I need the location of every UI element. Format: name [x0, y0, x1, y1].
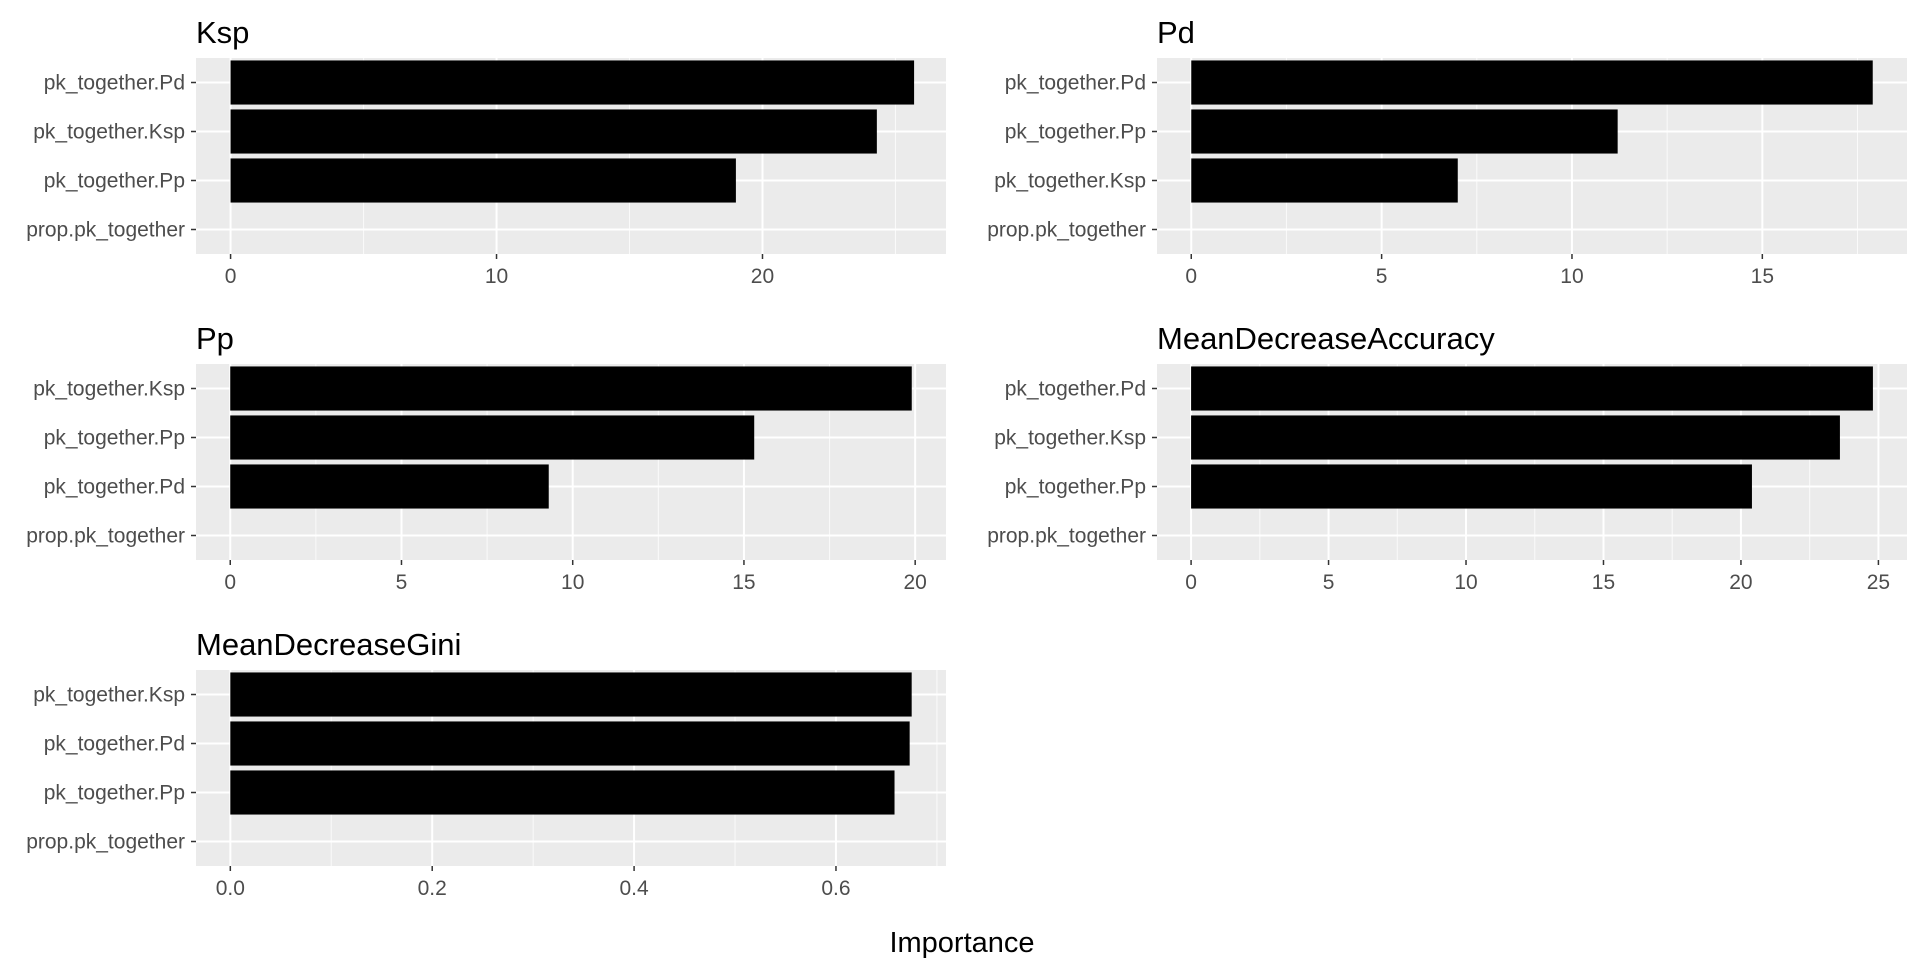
y-tick-label: pk_together.Pd: [44, 72, 185, 95]
panel-title: Pd: [1157, 15, 1195, 50]
y-tick-label: pk_together.Ksp: [33, 378, 185, 401]
y-tick-label: pk_together.Ksp: [994, 427, 1146, 450]
y-tick-label: pk_together.Ksp: [994, 170, 1146, 193]
x-tick-label: 0: [225, 265, 237, 288]
x-tick-label: 0: [1185, 265, 1197, 288]
panel-title: MeanDecreaseGini: [196, 627, 461, 662]
x-tick-label: 0.6: [821, 877, 850, 900]
x-tick-label: 15: [1592, 571, 1615, 594]
bar: [230, 109, 877, 154]
panel-title: MeanDecreaseAccuracy: [1157, 321, 1495, 356]
bar: [230, 721, 910, 766]
bar: [1191, 60, 1873, 105]
y-tick-label: pk_together.Pp: [1005, 476, 1146, 499]
bar: [1191, 415, 1840, 460]
y-tick-label: pk_together.Pd: [44, 733, 185, 756]
y-tick-label: prop.pk_together: [26, 525, 185, 548]
x-tick-label: 20: [903, 571, 926, 594]
x-tick-label: 15: [1751, 265, 1774, 288]
y-tick-label: pk_together.Pd: [1005, 72, 1146, 95]
bar: [1191, 464, 1752, 509]
x-tick-label: 0.2: [418, 877, 447, 900]
y-tick-label: pk_together.Pd: [44, 476, 185, 499]
bar: [230, 415, 755, 460]
x-axis-title: Importance: [889, 927, 1034, 959]
facet-panel: MeanDecreaseGini pk_together.Ksp pk_togeth…: [26, 627, 946, 900]
x-tick-label: 10: [485, 265, 508, 288]
bar: [230, 158, 736, 203]
panel-title: Ksp: [196, 15, 249, 50]
panel-title: Pp: [196, 321, 234, 356]
y-tick-label: prop.pk_together: [26, 831, 185, 854]
x-tick-label: 5: [1376, 265, 1388, 288]
x-tick-label: 5: [396, 571, 408, 594]
x-tick-label: 0.4: [619, 877, 649, 900]
facet-panel: Ksp pk_together.Pd pk_together.Ksp pk_toget…: [26, 15, 946, 288]
bar: [1191, 109, 1618, 154]
bar: [230, 770, 895, 815]
y-tick-label: pk_together.Pp: [44, 170, 185, 193]
x-tick-label: 15: [732, 571, 755, 594]
y-tick-label: pk_together.Pd: [1005, 378, 1146, 401]
facet-panel: Pp pk_together.Ksp pk_together.Pp pk_togeth…: [26, 321, 946, 594]
y-tick-label: pk_together.Ksp: [33, 684, 185, 707]
y-tick-label: prop.pk_together: [987, 219, 1146, 242]
bar: [230, 672, 912, 717]
y-tick-label: pk_together.Pp: [44, 782, 185, 805]
facet-panel: Pd pk_together.Pd pk_together.Pp pk_togethe…: [987, 15, 1907, 288]
bar: [1191, 158, 1458, 203]
x-tick-label: 0: [224, 571, 236, 594]
bar: [230, 464, 549, 509]
x-tick-label: 0: [1185, 571, 1197, 594]
x-tick-label: 5: [1323, 571, 1335, 594]
y-tick-label: pk_together.Pp: [1005, 121, 1146, 144]
y-tick-label: pk_together.Pp: [44, 427, 185, 450]
bar: [1191, 366, 1873, 411]
bar: [230, 366, 912, 411]
x-tick-label: 10: [1454, 571, 1477, 594]
x-tick-label: 0.0: [216, 877, 245, 900]
y-tick-label: prop.pk_together: [987, 525, 1146, 548]
y-tick-label: pk_together.Ksp: [33, 121, 185, 144]
x-tick-label: 25: [1867, 571, 1890, 594]
facet-panel: MeanDecreaseAccuracy pk_together.Pd pk_tog…: [987, 321, 1907, 594]
x-tick-label: 10: [1560, 265, 1583, 288]
x-tick-label: 20: [751, 265, 774, 288]
x-tick-label: 10: [561, 571, 584, 594]
y-tick-label: prop.pk_together: [26, 219, 185, 242]
x-tick-label: 20: [1729, 571, 1752, 594]
bar: [230, 60, 915, 105]
